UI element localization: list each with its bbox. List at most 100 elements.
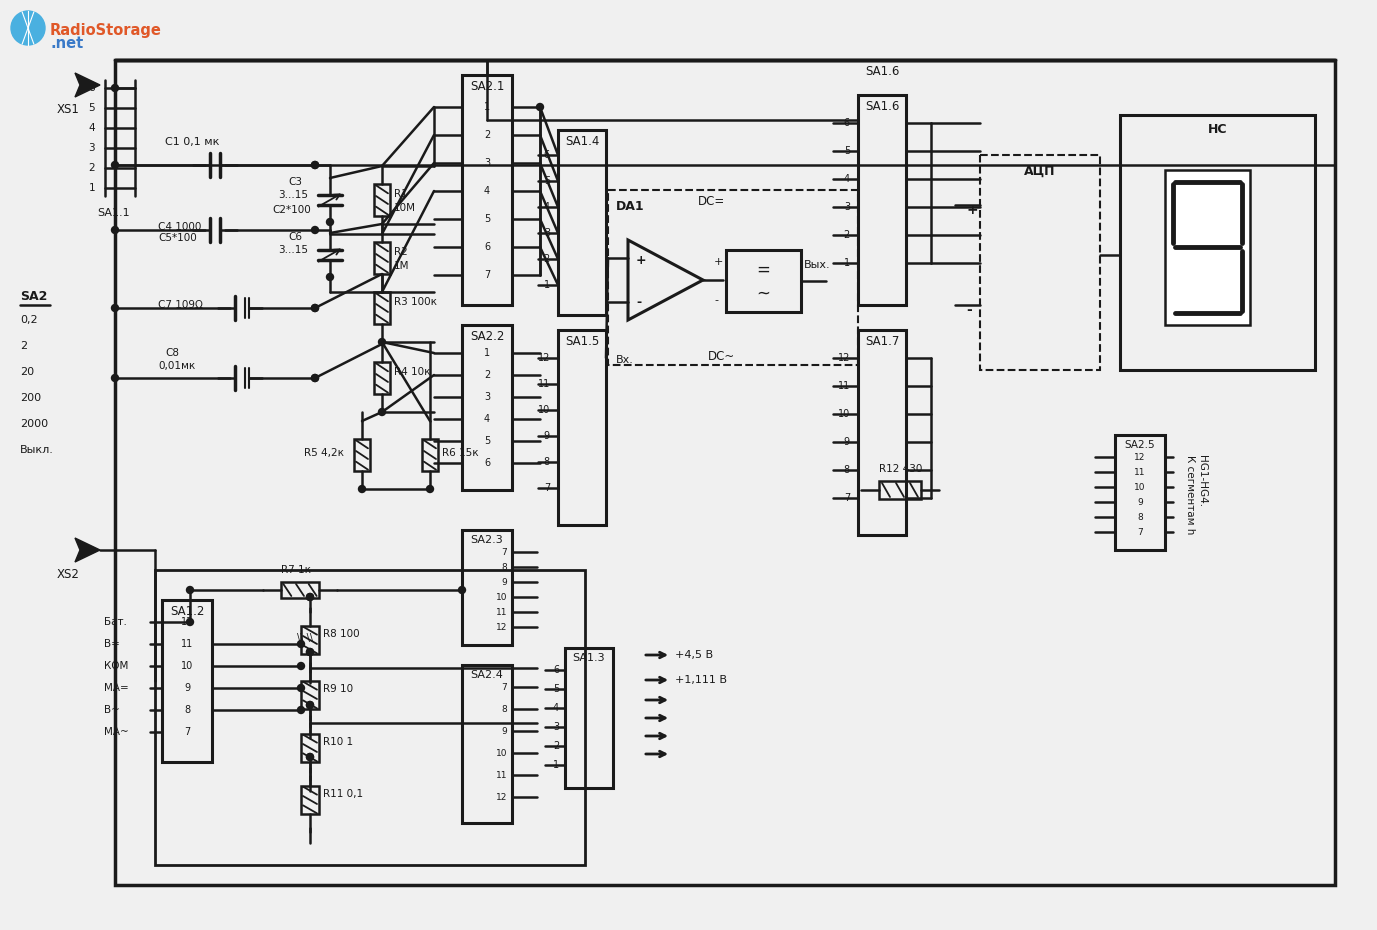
Text: 2: 2 — [483, 370, 490, 380]
Text: 11: 11 — [496, 607, 507, 617]
Text: 11: 11 — [538, 379, 549, 389]
Text: C8: C8 — [165, 348, 179, 358]
Text: 10: 10 — [538, 405, 549, 415]
Text: C6: C6 — [288, 232, 302, 242]
Bar — [162, 600, 212, 762]
Bar — [354, 439, 370, 471]
Text: 20: 20 — [21, 367, 34, 377]
Text: 10: 10 — [180, 661, 193, 671]
Text: SA2.3: SA2.3 — [471, 535, 504, 545]
Text: 9: 9 — [185, 683, 190, 693]
Circle shape — [307, 648, 314, 656]
Text: 7: 7 — [501, 548, 507, 556]
Bar — [558, 330, 606, 525]
Text: 9: 9 — [501, 726, 507, 736]
Text: 5: 5 — [483, 214, 490, 224]
Text: 8: 8 — [185, 705, 190, 715]
Text: 2: 2 — [552, 741, 559, 751]
Circle shape — [186, 587, 194, 593]
Text: SA1.5: SA1.5 — [565, 335, 599, 348]
Text: НС: НС — [1208, 123, 1227, 136]
Bar — [302, 734, 319, 762]
Text: 1: 1 — [544, 280, 549, 290]
Text: R9 10: R9 10 — [324, 684, 353, 694]
Text: 3: 3 — [844, 202, 850, 212]
Text: К сегментам h: К сегментам h — [1186, 455, 1195, 535]
Text: R7 1к: R7 1к — [281, 565, 311, 575]
Text: 6: 6 — [483, 242, 490, 252]
Bar — [1120, 115, 1315, 370]
Text: 7: 7 — [185, 727, 190, 737]
Circle shape — [307, 648, 314, 656]
Text: XS2: XS2 — [56, 568, 80, 581]
Polygon shape — [74, 538, 101, 562]
Text: 8: 8 — [1137, 512, 1143, 522]
Text: 10: 10 — [1135, 483, 1146, 491]
Circle shape — [297, 707, 304, 713]
Text: SA1.6: SA1.6 — [865, 65, 899, 78]
Text: 12: 12 — [496, 622, 507, 631]
Text: Бат.: Бат. — [105, 617, 127, 627]
Text: 5: 5 — [88, 103, 95, 113]
Bar — [1165, 170, 1250, 325]
Bar — [463, 665, 512, 823]
Text: +: + — [636, 254, 647, 267]
Text: XS1: XS1 — [56, 103, 80, 116]
Circle shape — [307, 753, 314, 761]
Bar — [375, 242, 390, 274]
Circle shape — [311, 162, 318, 168]
Text: R1: R1 — [394, 189, 408, 199]
Text: 6: 6 — [544, 150, 549, 160]
Text: SA1.6: SA1.6 — [865, 100, 899, 113]
Circle shape — [427, 485, 434, 493]
Text: R5 4,2к: R5 4,2к — [304, 448, 344, 458]
Bar — [375, 292, 390, 324]
Text: -: - — [636, 296, 642, 309]
Text: SA1.2: SA1.2 — [169, 605, 204, 618]
Text: SA2.4: SA2.4 — [471, 670, 504, 680]
Text: 6: 6 — [844, 118, 850, 128]
Text: SA2.2: SA2.2 — [470, 330, 504, 343]
Text: -: - — [715, 295, 717, 305]
Text: SA2: SA2 — [21, 290, 47, 303]
Text: DA1: DA1 — [616, 200, 644, 213]
Text: C4 1000: C4 1000 — [158, 222, 201, 232]
Bar — [726, 250, 801, 312]
Text: 9: 9 — [501, 578, 507, 587]
Text: КОМ: КОМ — [105, 661, 128, 671]
Text: +1,111 В: +1,111 В — [675, 675, 727, 685]
Text: SA2.1: SA2.1 — [470, 80, 504, 93]
Bar — [281, 582, 319, 598]
Circle shape — [297, 641, 304, 647]
Text: 1: 1 — [88, 183, 95, 193]
Text: 1M: 1M — [394, 261, 409, 271]
Circle shape — [112, 85, 118, 91]
Bar — [375, 184, 390, 216]
Bar — [858, 330, 906, 535]
Circle shape — [311, 375, 318, 381]
Bar — [156, 570, 585, 865]
Text: 12: 12 — [496, 792, 507, 802]
Text: C5*100: C5*100 — [158, 233, 197, 243]
Circle shape — [311, 304, 318, 312]
Text: В~: В~ — [105, 705, 120, 715]
Text: -: - — [967, 303, 972, 317]
Circle shape — [307, 593, 314, 601]
Circle shape — [297, 684, 304, 692]
Text: +: + — [967, 203, 978, 217]
Circle shape — [112, 375, 118, 381]
Bar — [558, 130, 606, 315]
Text: 4: 4 — [483, 186, 490, 196]
Text: 8: 8 — [544, 457, 549, 467]
Text: 200: 200 — [21, 393, 41, 403]
Text: R12 430: R12 430 — [879, 464, 923, 474]
Text: 3: 3 — [544, 228, 549, 238]
Circle shape — [311, 162, 318, 168]
Text: 8: 8 — [501, 705, 507, 713]
Text: 5: 5 — [483, 436, 490, 446]
Text: МА~: МА~ — [105, 727, 129, 737]
Text: R3 100к: R3 100к — [394, 297, 437, 307]
Bar — [463, 75, 512, 305]
Text: 4: 4 — [844, 174, 850, 184]
Bar — [609, 190, 858, 365]
